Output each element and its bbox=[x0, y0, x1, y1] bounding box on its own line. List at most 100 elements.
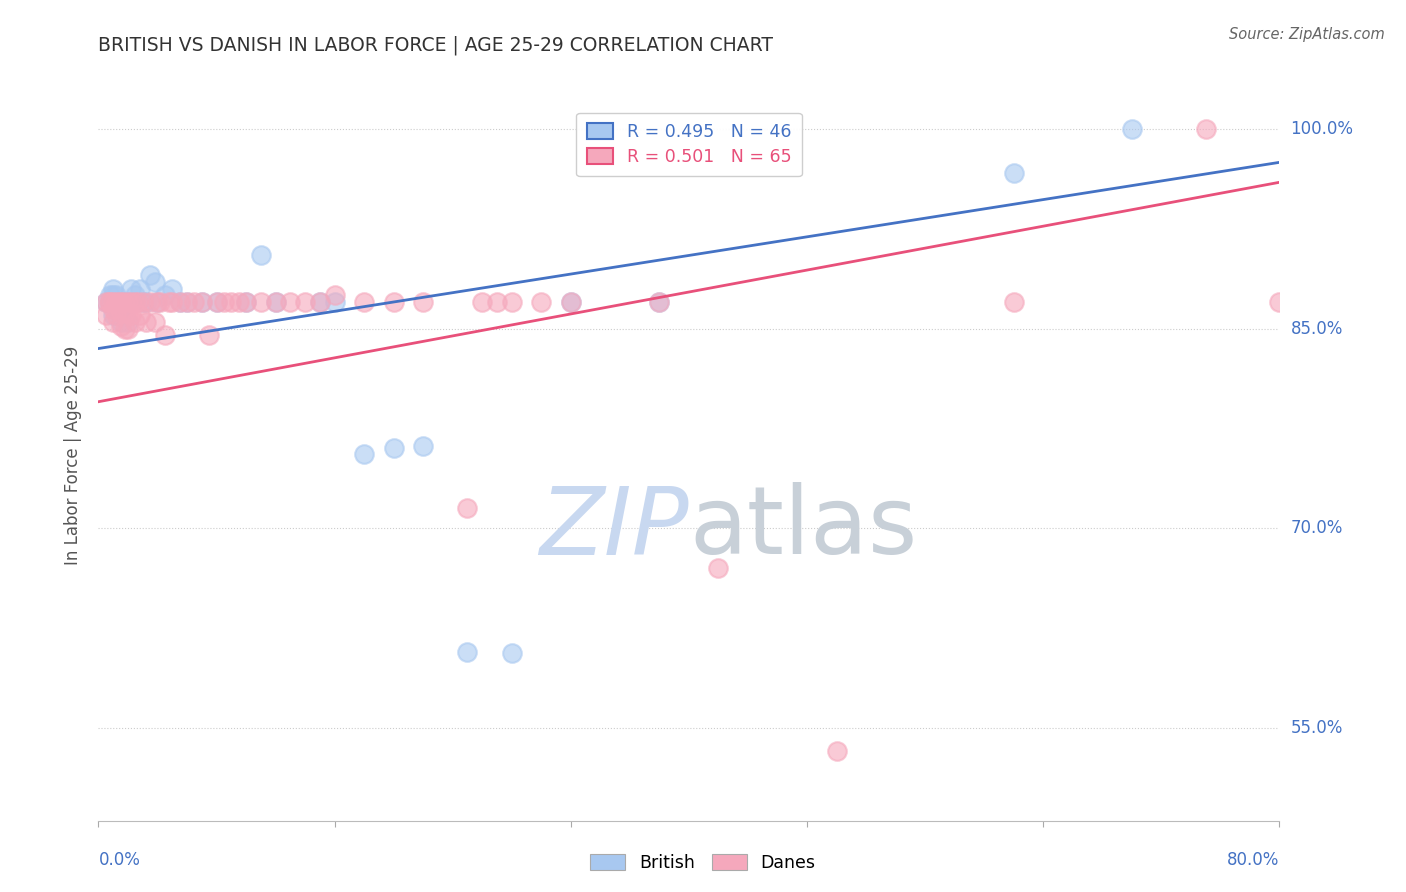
Point bbox=[1268, 295, 1291, 310]
Point bbox=[110, 305, 132, 319]
Legend: R = 0.495   N = 46, R = 0.501   N = 65: R = 0.495 N = 46, R = 0.501 N = 65 bbox=[576, 112, 801, 177]
Point bbox=[560, 295, 582, 310]
Point bbox=[153, 288, 176, 302]
Point bbox=[103, 315, 125, 329]
Point bbox=[98, 295, 121, 310]
Point bbox=[309, 295, 332, 310]
Point bbox=[228, 295, 250, 310]
Point bbox=[382, 442, 405, 456]
Text: 70.0%: 70.0% bbox=[1291, 519, 1343, 537]
Point bbox=[309, 295, 332, 310]
Point bbox=[1121, 122, 1143, 136]
Point bbox=[110, 315, 132, 329]
Point bbox=[120, 308, 142, 322]
Point bbox=[235, 295, 257, 310]
Point bbox=[353, 447, 375, 461]
Point bbox=[110, 295, 132, 310]
Point bbox=[1195, 122, 1218, 136]
Text: 0.0%: 0.0% bbox=[98, 851, 141, 869]
Text: ZIP: ZIP bbox=[540, 483, 689, 574]
Point bbox=[250, 248, 273, 262]
Point bbox=[235, 295, 257, 310]
Point bbox=[648, 295, 671, 310]
Point bbox=[825, 744, 848, 758]
Point bbox=[94, 308, 117, 322]
Point bbox=[250, 295, 273, 310]
Point bbox=[117, 295, 139, 310]
Point bbox=[97, 295, 120, 310]
Point bbox=[169, 295, 191, 310]
Text: Source: ZipAtlas.com: Source: ZipAtlas.com bbox=[1229, 27, 1385, 42]
Point bbox=[124, 315, 146, 329]
Point bbox=[264, 295, 287, 310]
Point bbox=[707, 561, 730, 575]
Point bbox=[162, 295, 183, 310]
Point bbox=[153, 328, 176, 343]
Point bbox=[128, 308, 150, 322]
Point bbox=[127, 295, 149, 310]
Point bbox=[114, 321, 136, 335]
Point bbox=[105, 295, 128, 310]
Point bbox=[120, 295, 142, 310]
Point bbox=[135, 295, 157, 310]
Point bbox=[146, 295, 169, 310]
Point bbox=[157, 295, 180, 310]
Point bbox=[139, 268, 162, 283]
Point bbox=[108, 295, 131, 310]
Text: 85.0%: 85.0% bbox=[1291, 319, 1343, 337]
Point bbox=[105, 288, 128, 302]
Text: 80.0%: 80.0% bbox=[1227, 851, 1279, 869]
Point bbox=[143, 315, 166, 329]
Point bbox=[117, 305, 139, 319]
Y-axis label: In Labor Force | Age 25-29: In Labor Force | Age 25-29 bbox=[65, 345, 83, 565]
Point bbox=[94, 295, 117, 310]
Point bbox=[132, 295, 155, 310]
Point bbox=[501, 295, 523, 310]
Point bbox=[191, 295, 214, 310]
Point bbox=[205, 295, 228, 310]
Point bbox=[294, 295, 316, 310]
Text: BRITISH VS DANISH IN LABOR FORCE | AGE 25-29 CORRELATION CHART: BRITISH VS DANISH IN LABOR FORCE | AGE 2… bbox=[98, 36, 773, 55]
Point bbox=[124, 288, 146, 302]
Point bbox=[103, 295, 125, 310]
Point bbox=[117, 321, 139, 335]
Point bbox=[112, 295, 135, 310]
Point bbox=[169, 295, 191, 310]
Point bbox=[221, 295, 243, 310]
Point bbox=[457, 501, 479, 516]
Point bbox=[117, 315, 139, 329]
Point bbox=[124, 295, 146, 310]
Point bbox=[530, 295, 553, 310]
Point bbox=[103, 288, 125, 302]
Text: 55.0%: 55.0% bbox=[1291, 719, 1343, 737]
Point bbox=[1002, 295, 1025, 310]
Point bbox=[212, 295, 235, 310]
Point bbox=[143, 275, 166, 289]
Point bbox=[648, 295, 671, 310]
Point bbox=[412, 295, 434, 310]
Point bbox=[471, 295, 494, 310]
Point bbox=[98, 288, 121, 302]
Point bbox=[176, 295, 198, 310]
Point bbox=[323, 288, 346, 302]
Point bbox=[103, 301, 125, 316]
Point bbox=[135, 315, 157, 329]
Point bbox=[103, 282, 125, 296]
Point bbox=[198, 328, 221, 343]
Point bbox=[114, 295, 136, 310]
Text: atlas: atlas bbox=[689, 482, 917, 574]
Point bbox=[117, 295, 139, 310]
Point bbox=[560, 295, 582, 310]
Point bbox=[128, 282, 150, 296]
Point bbox=[120, 282, 142, 296]
Point bbox=[103, 295, 125, 310]
Point bbox=[103, 308, 125, 322]
Point bbox=[110, 318, 132, 333]
Point bbox=[132, 295, 155, 310]
Point bbox=[205, 295, 228, 310]
Point bbox=[412, 439, 434, 453]
Point bbox=[486, 295, 509, 310]
Point bbox=[124, 295, 146, 310]
Point bbox=[114, 305, 136, 319]
Point bbox=[149, 295, 172, 310]
